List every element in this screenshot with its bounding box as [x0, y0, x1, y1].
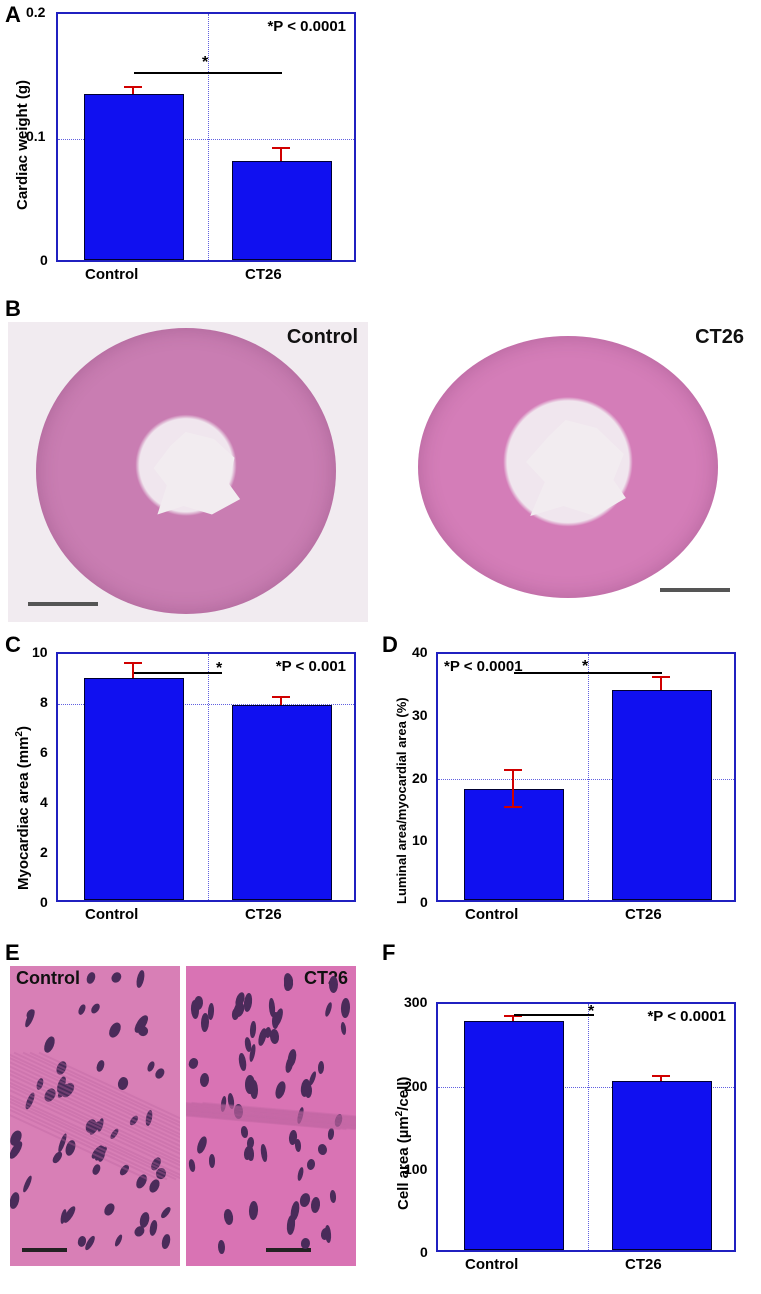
panel-c-errcap-control — [124, 662, 142, 664]
panel-f-bar-ct26 — [612, 1081, 712, 1250]
panel-f-ytick-1: 100 — [404, 1161, 427, 1177]
panel-a-bar-ct26 — [232, 161, 332, 260]
panel-f-ytick-3: 300 — [404, 994, 427, 1010]
panel-b-ct26-scalebar — [660, 588, 730, 592]
panel-a-ytick-0: 0 — [40, 252, 48, 268]
figure-root: A Cardiac weight (g) 0 0.1 0.2 * *P < 0.… — [0, 0, 761, 1294]
panel-c-sigstar: * — [216, 660, 222, 678]
panel-e-ct26-image: CT26 — [186, 966, 356, 1266]
panel-d-bar-ct26 — [612, 690, 712, 900]
panel-c-ytick-4: 8 — [40, 694, 48, 710]
panel-c-ylabel: Myocardiac area (mm2) — [14, 726, 32, 890]
panel-e-label: E — [5, 940, 20, 966]
panel-c-err-ct26 — [280, 697, 282, 705]
panel-a-ytick-1: 0.1 — [26, 128, 45, 144]
panel-c-bar-control — [84, 678, 184, 900]
panel-a-label: A — [5, 2, 21, 28]
panel-c-ytick-3: 6 — [40, 744, 48, 760]
panel-f-ytick-0: 0 — [420, 1244, 428, 1260]
panel-d-ytick-3: 30 — [412, 707, 428, 723]
panel-d-sigtext: *P < 0.0001 — [444, 658, 523, 675]
panel-a-err-control — [132, 87, 134, 94]
panel-d-errcap-control-dn — [504, 806, 522, 808]
panel-a-cat-ct26: CT26 — [245, 266, 282, 283]
panel-b-control-scalebar — [28, 602, 98, 606]
panel-a-err-ct26 — [280, 148, 282, 161]
panel-f-cat-control: Control — [465, 1256, 518, 1273]
panel-c-grid-v — [208, 654, 209, 900]
panel-f-errcap-ct26 — [652, 1075, 670, 1077]
panel-f-grid-v — [588, 1004, 589, 1250]
panel-b-control-image: Control — [8, 322, 368, 622]
panel-d-ytick-4: 40 — [412, 644, 428, 660]
panel-a-cat-control: Control — [85, 266, 138, 283]
panel-d-errcap-ct26 — [652, 676, 670, 678]
panel-a-sigbar — [134, 72, 282, 74]
panel-c-ytick-0: 0 — [40, 894, 48, 910]
panel-a-sigtext: *P < 0.0001 — [267, 18, 346, 35]
panel-c-cat-ct26: CT26 — [245, 906, 282, 923]
panel-d-err-ct26 — [660, 677, 662, 690]
panel-e-ct26-text: CT26 — [304, 968, 348, 989]
panel-b-control-text: Control — [287, 326, 358, 349]
panel-f-label: F — [382, 940, 395, 966]
panel-f-sigbar — [514, 1014, 594, 1016]
panel-c-bar-ct26 — [232, 705, 332, 900]
panel-f-bar-control — [464, 1021, 564, 1250]
panel-b-ct26-image: CT26 — [384, 322, 754, 622]
panel-d-ytick-2: 20 — [412, 770, 428, 786]
panel-d-ylabel: Luminal area/myocardial area (%) — [394, 697, 409, 904]
panel-c-errcap-ct26 — [272, 696, 290, 698]
panel-e-control-image: Control — [10, 966, 180, 1266]
panel-c-ytick-2: 4 — [40, 794, 48, 810]
panel-a-bar-control — [84, 94, 184, 260]
panel-a-errcap-control — [124, 86, 142, 88]
panel-e-control-text: Control — [16, 968, 80, 989]
panel-c-err-control — [132, 663, 134, 678]
panel-f-ylabel: Cell area (µm2/cell) — [394, 1077, 412, 1210]
panel-f-chart: * *P < 0.0001 — [436, 1002, 736, 1252]
panel-b-label: B — [5, 296, 21, 322]
panel-c-cat-control: Control — [85, 906, 138, 923]
panel-c-ytick-5: 10 — [32, 644, 48, 660]
panel-d-sigstar: * — [582, 658, 588, 676]
panel-d-errcap-control-up — [504, 769, 522, 771]
panel-c-chart: * *P < 0.001 — [56, 652, 356, 902]
panel-d-cat-ct26: CT26 — [625, 906, 662, 923]
panel-f-cat-ct26: CT26 — [625, 1256, 662, 1273]
panel-f-sigtext: *P < 0.0001 — [647, 1008, 726, 1025]
panel-d-grid-v — [588, 654, 589, 900]
panel-c-sigtext: *P < 0.001 — [276, 658, 346, 675]
panel-d-cat-control: Control — [465, 906, 518, 923]
panel-e-control-scalebar — [22, 1248, 67, 1252]
panel-a-chart: * *P < 0.0001 — [56, 12, 356, 262]
panel-f-sigstar: * — [588, 1003, 594, 1021]
panel-a-sigstar: * — [202, 54, 208, 72]
panel-c-ytick-1: 2 — [40, 844, 48, 860]
panel-d-ytick-1: 10 — [412, 832, 428, 848]
panel-d-err-control-up — [512, 770, 514, 789]
panel-a-ylabel: Cardiac weight (g) — [14, 80, 31, 210]
panel-c-sigbar — [134, 672, 222, 674]
panel-c-label: C — [5, 632, 21, 658]
panel-d-chart: * *P < 0.0001 — [436, 652, 736, 902]
panel-f-ytick-2: 200 — [404, 1078, 427, 1094]
panel-a-ytick-2: 0.2 — [26, 4, 45, 20]
panel-d-ytick-0: 0 — [420, 894, 428, 910]
panel-a-grid-v — [208, 14, 209, 260]
panel-d-label: D — [382, 632, 398, 658]
panel-b-ct26-text: CT26 — [695, 326, 744, 349]
panel-a-errcap-ct26 — [272, 147, 290, 149]
